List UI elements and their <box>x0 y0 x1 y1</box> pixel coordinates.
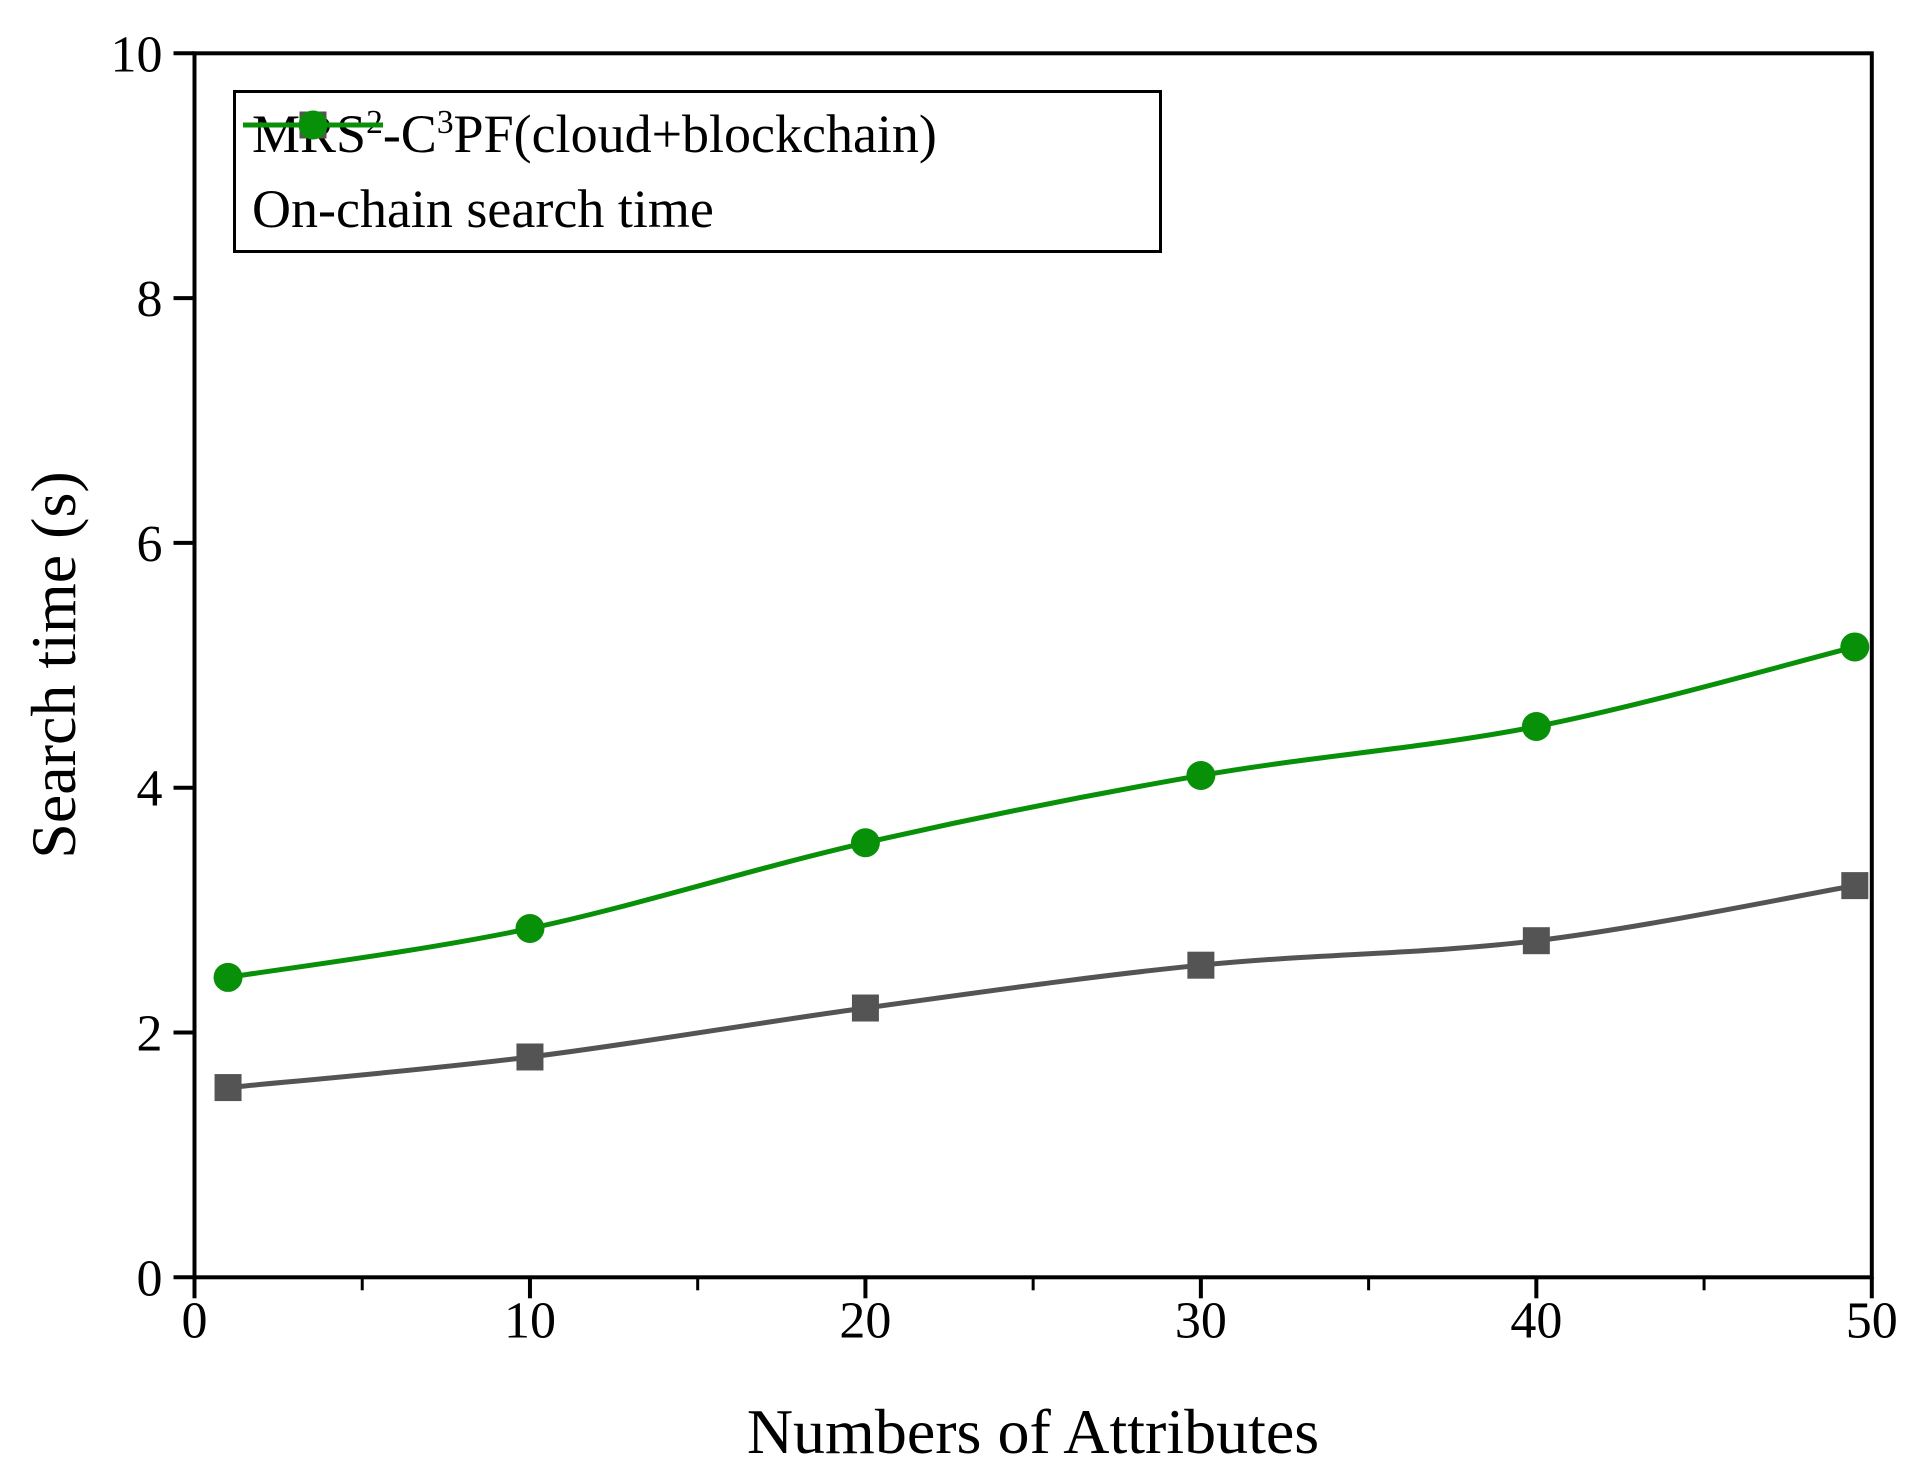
series-line-mrs-c-pf-cloud-blockchain <box>227 883 1856 1091</box>
data-point-square-mrs-c-pf-cloud-blockchain <box>214 1074 242 1102</box>
legend-key-circle <box>298 110 328 140</box>
legend-text: -C <box>382 103 437 164</box>
y-axis-title: Search time (s) <box>18 471 89 859</box>
series-line-on-chain-search-time <box>227 644 1856 980</box>
x-tick-label: 20 <box>839 1292 891 1349</box>
y-tick-label: 4 <box>137 761 163 818</box>
legend-item-mrs2-c3pf: MRS2-C3PF(cloud+blockchain) <box>240 99 1159 169</box>
legend: MRS2-C3PF(cloud+blockchain) On-chain sea… <box>233 90 1162 253</box>
data-point-square-mrs-c-pf-cloud-blockchain <box>516 1043 544 1071</box>
legend-item-on-chain: On-chain search time <box>240 110 1159 244</box>
data-point-circle-on-chain-search-time <box>1521 712 1551 741</box>
data-point-square-mrs-c-pf-cloud-blockchain <box>1841 872 1869 900</box>
y-tick-label: 0 <box>137 1250 163 1307</box>
x-tick-label: 50 <box>1846 1292 1898 1349</box>
data-point-circle-on-chain-search-time <box>515 913 545 943</box>
y-tick-label: 8 <box>137 271 163 328</box>
superscript: 2 <box>366 103 383 141</box>
data-point-circle-on-chain-search-time <box>1186 760 1216 790</box>
legend-text: On-chain search time <box>252 179 714 240</box>
x-tick-label: 40 <box>1510 1292 1562 1349</box>
x-tick-label: 30 <box>1175 1292 1227 1349</box>
data-point-circle-on-chain-search-time <box>1840 632 1870 662</box>
legend-label-on-chain: On-chain search time <box>252 182 714 236</box>
legend-label-mrs2-c3pf: MRS2-C3PF(cloud+blockchain) <box>252 103 937 164</box>
y-tick-label: 10 <box>111 26 163 83</box>
x-tick-label: 10 <box>504 1292 556 1349</box>
x-tick-label: 0 <box>182 1292 208 1349</box>
legend-text: PF(cloud+blockchain) <box>453 103 937 164</box>
circle-marker-icon <box>243 110 383 140</box>
data-point-circle-on-chain-search-time <box>213 962 243 992</box>
data-point-square-mrs-c-pf-cloud-blockchain <box>851 994 879 1022</box>
data-point-square-mrs-c-pf-cloud-blockchain <box>1522 927 1550 955</box>
y-tick-label: 6 <box>137 516 163 573</box>
superscript: 3 <box>436 103 454 141</box>
y-tick-label: 2 <box>137 1006 163 1063</box>
data-point-circle-on-chain-search-time <box>850 828 880 858</box>
data-point-square-mrs-c-pf-cloud-blockchain <box>1187 951 1215 979</box>
x-axis-title: Numbers of Attributes <box>746 1396 1320 1467</box>
